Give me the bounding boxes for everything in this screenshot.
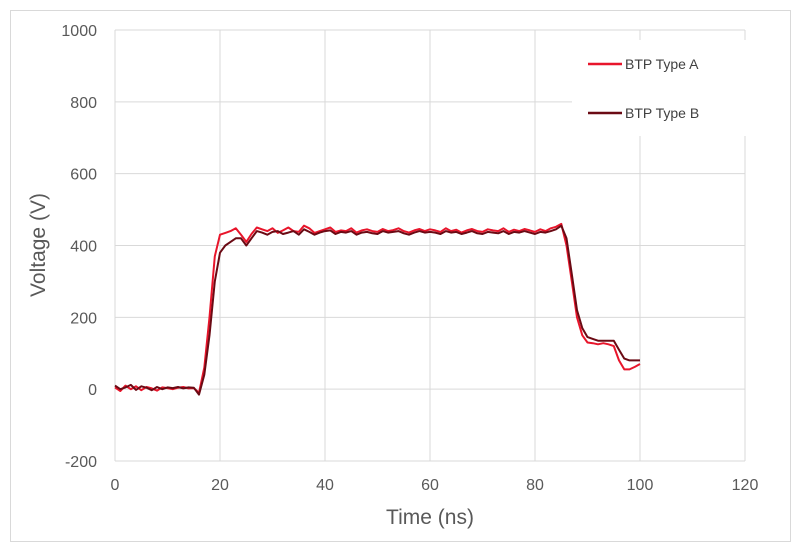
y-axis-title: Voltage (V) xyxy=(27,193,50,297)
y-tick-label: 600 xyxy=(70,167,97,184)
series-line-type-b xyxy=(114,224,640,396)
series-line-type-a xyxy=(114,222,641,394)
y-tick-label: 800 xyxy=(70,95,97,112)
x-tick-label: 100 xyxy=(627,477,654,494)
legend-box xyxy=(572,40,748,136)
x-tick-label: 120 xyxy=(732,477,759,494)
legend-label: BTP Type A xyxy=(625,56,699,72)
legend-label: BTP Type B xyxy=(625,105,699,121)
y-tick-label: 200 xyxy=(70,310,97,327)
y-tick-label: 400 xyxy=(70,239,97,256)
x-tick-label: 80 xyxy=(526,477,544,494)
x-axis-title: Time (ns) xyxy=(386,506,474,529)
y-tick-label: 1000 xyxy=(61,23,97,40)
chart-frame xyxy=(10,10,791,542)
x-tick-label: 40 xyxy=(316,477,334,494)
x-tick-label: 0 xyxy=(111,477,120,494)
x-tick-label: 60 xyxy=(421,477,439,494)
x-tick-label: 20 xyxy=(211,477,229,494)
y-tick-label: -200 xyxy=(65,454,97,471)
y-tick-label: 0 xyxy=(88,382,97,399)
